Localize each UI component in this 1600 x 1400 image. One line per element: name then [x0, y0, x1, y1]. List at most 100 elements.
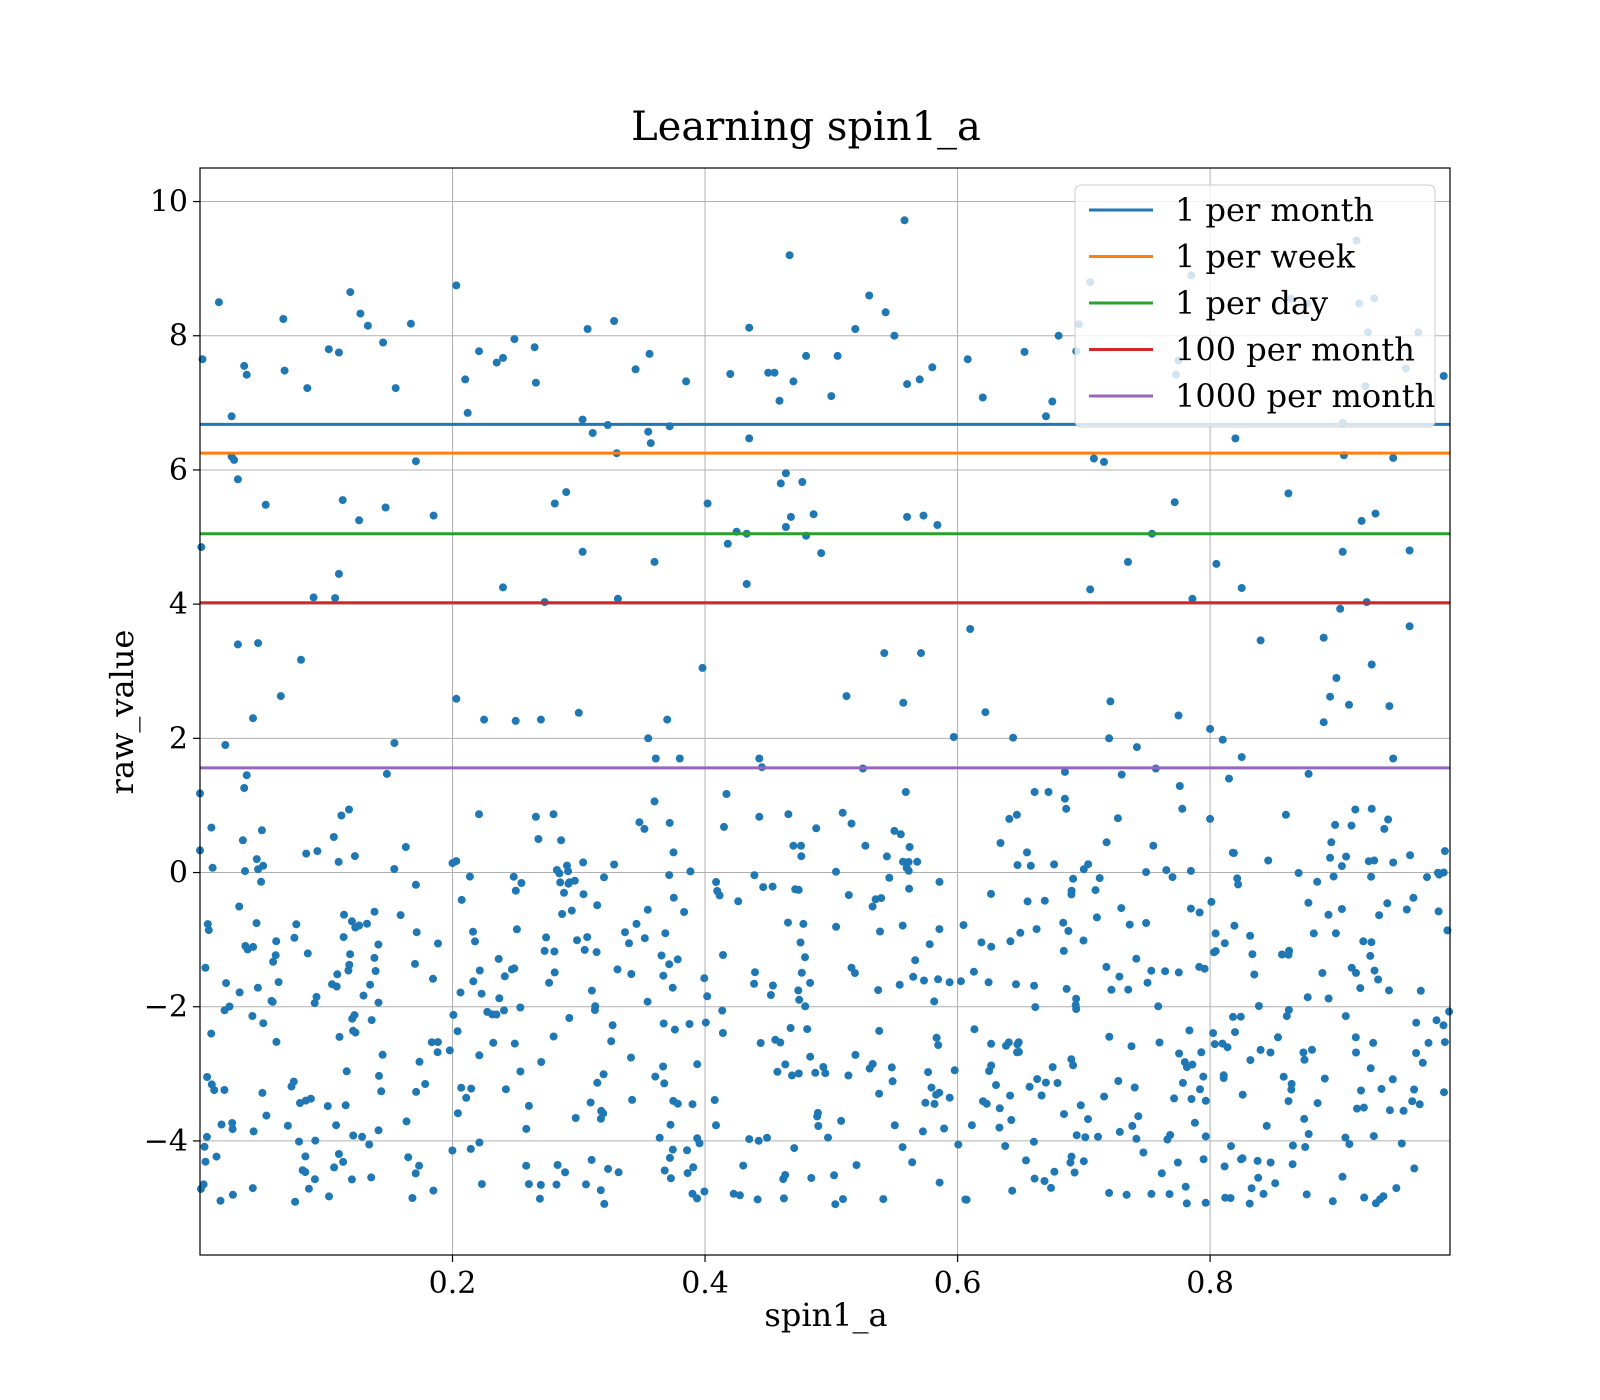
scatter-point [888, 1077, 897, 1086]
scatter-point [1048, 397, 1057, 406]
scatter-point [370, 953, 379, 962]
x-tick-label: 0.4 [681, 1266, 729, 1301]
scatter-point [995, 1123, 1004, 1132]
scatter-point [296, 1099, 304, 1107]
scatter-point [1023, 848, 1031, 857]
scatter-point [1130, 1083, 1139, 1092]
scatter-point [1173, 1158, 1182, 1167]
scatter-point [763, 1133, 771, 1142]
scatter-point [610, 860, 619, 869]
scatter-point [1106, 697, 1115, 706]
scatter-point [596, 1186, 605, 1195]
scatter-point [1246, 1056, 1255, 1065]
scatter-point [349, 1026, 358, 1035]
scatter-point [524, 1101, 533, 1110]
scatter-point [1079, 1157, 1088, 1166]
scatter-point [411, 457, 420, 466]
scatter-point [1069, 1061, 1078, 1070]
scatter-point [1030, 788, 1039, 796]
scatter-point [332, 1121, 341, 1130]
scatter-point [347, 1175, 356, 1184]
scatter-point [272, 1037, 281, 1046]
scatter-point [378, 1050, 387, 1059]
scatter-point [750, 979, 759, 988]
scatter-point [935, 1178, 944, 1187]
scatter-point [1439, 372, 1448, 380]
scatter-point [1231, 1028, 1239, 1037]
scatter-point [1246, 931, 1255, 940]
scatter-point [557, 836, 566, 845]
scatter-point [722, 790, 731, 798]
threshold-lines [200, 422, 1450, 770]
scatter-point [1388, 1075, 1397, 1084]
scatter-point [932, 1090, 941, 1099]
scatter-point [660, 1166, 669, 1175]
scatter-point [501, 1085, 510, 1094]
scatter-point [1416, 986, 1425, 995]
scatter-point [415, 1057, 424, 1066]
scatter-point [201, 1157, 210, 1166]
scatter-point [1440, 1038, 1449, 1047]
scatter-point [790, 1144, 799, 1153]
scatter-point [1201, 1132, 1210, 1141]
scatter-point [411, 1169, 420, 1178]
scatter-point [335, 1032, 344, 1041]
scatter-point [588, 429, 597, 437]
scatter-point [967, 1121, 976, 1130]
scatter-point [718, 1006, 727, 1015]
scatter-point [1175, 1049, 1184, 1058]
x-axis-label: spin1_a [764, 1296, 887, 1334]
scatter-point [934, 1041, 943, 1050]
scatter-point [613, 965, 622, 974]
scatter-point [824, 1133, 832, 1142]
scatter-point [214, 298, 223, 307]
scatter-point [477, 989, 486, 998]
scatter-point [668, 983, 677, 992]
scatter-point [1288, 1141, 1297, 1150]
scatter-point [688, 1100, 697, 1109]
scatter-point [1124, 985, 1133, 994]
scatter-point [1345, 700, 1353, 709]
scatter-point [1347, 821, 1356, 830]
scatter-point [279, 315, 288, 323]
scatter-point [1238, 1154, 1247, 1163]
scatter-point [720, 822, 728, 831]
scatter-point [651, 754, 660, 763]
scatter-point [1299, 1048, 1308, 1057]
scatter-point [1433, 868, 1442, 877]
scatter-point [510, 964, 519, 973]
scatter-point [1418, 1058, 1427, 1067]
scatter-point [670, 1025, 679, 1034]
scatter-point [331, 594, 340, 603]
scatter-point [355, 516, 364, 525]
scatter-point [1186, 866, 1195, 875]
scatter-point [1127, 1042, 1136, 1051]
scatter-point [682, 377, 691, 386]
scatter-point [217, 1120, 226, 1129]
scatter-point [1318, 969, 1327, 977]
scatter-point [1092, 913, 1101, 922]
scatter-point [461, 375, 470, 384]
scatter-point [775, 396, 784, 405]
scatter-point [371, 967, 380, 975]
scatter-point [927, 1083, 936, 1092]
scatter-point [865, 1064, 874, 1073]
scatter-point [452, 281, 461, 290]
scatter-point [1319, 633, 1328, 642]
scatter-point [754, 1136, 763, 1145]
scatter-point [374, 1126, 383, 1135]
scatter-point [298, 1166, 307, 1175]
scatter-point [1377, 1084, 1386, 1093]
scatter-point [593, 1078, 602, 1087]
scatter-point [1384, 815, 1393, 824]
scatter-point [257, 877, 266, 886]
scatter-point [921, 1098, 930, 1107]
scatter-point [433, 1038, 442, 1047]
scatter-point [467, 1084, 476, 1093]
scatter-point [249, 714, 257, 723]
scatter-point [1389, 858, 1398, 867]
scatter-point [510, 1039, 519, 1048]
scatter-point [517, 879, 526, 887]
scatter-point [258, 1088, 267, 1097]
scatter-point [940, 1124, 949, 1133]
